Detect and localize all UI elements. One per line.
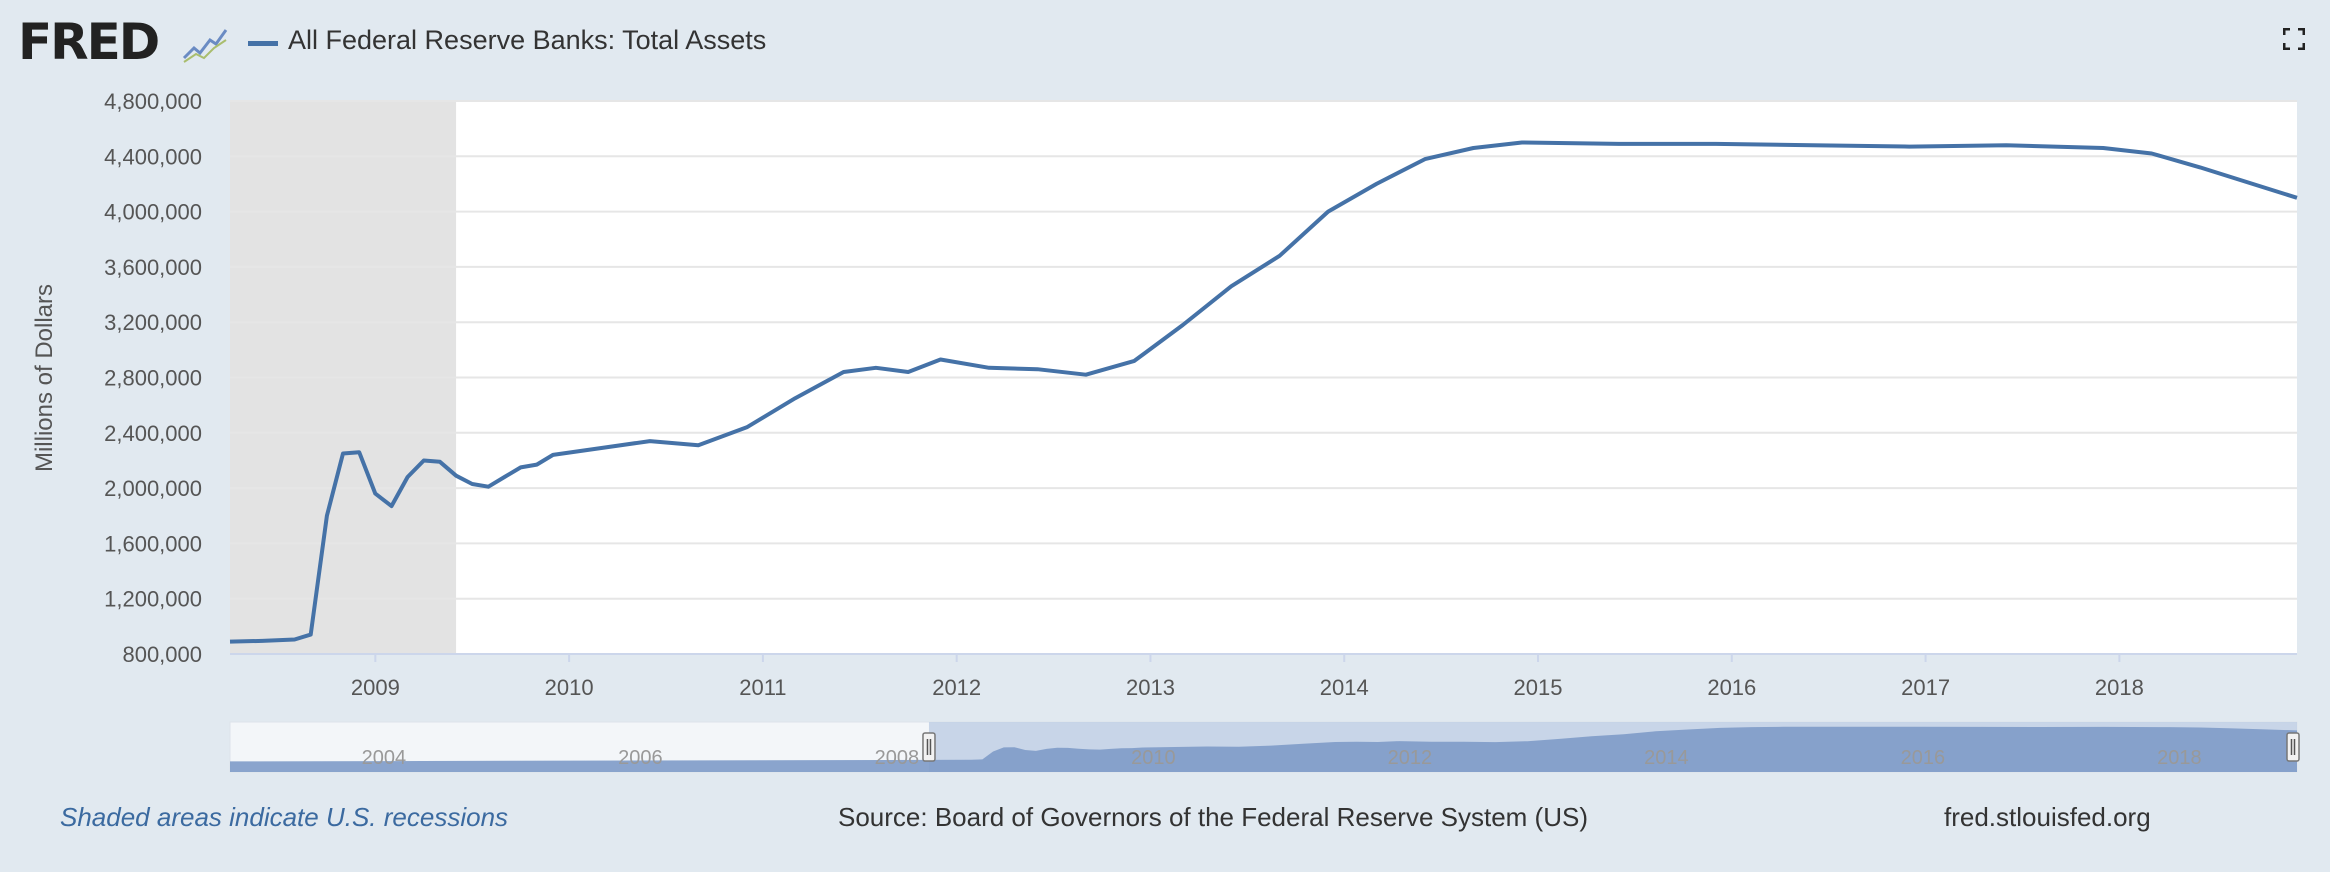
x-axis-tick-labels: 2009 2010 2011 2012 2013 2014 2015 2016 2017 2018	[351, 654, 2144, 700]
gridlines	[230, 100, 2297, 600]
recession-note[interactable]: Shaded areas indicate U.S. recessions	[60, 802, 509, 832]
navigator-tick-label: 2004	[362, 747, 407, 769]
navigator-tick-label: 2006	[618, 747, 663, 769]
legend-swatch	[248, 41, 278, 46]
source-text: Source: Board of Governors of the Federa…	[838, 802, 1588, 832]
x-tick-label: 2017	[1901, 675, 1950, 700]
trend-line-icon	[182, 24, 228, 64]
navigator-tick-label: 2012	[1388, 747, 1433, 769]
series-line	[229, 140, 2298, 644]
navigator-tick-label: 2010	[1131, 747, 1176, 769]
y-tick-label: 4,800,000	[104, 89, 202, 114]
y-axis-title: Millions of Dollars	[31, 284, 58, 472]
fred-logo[interactable]: FRED	[18, 13, 160, 71]
fred-url-link[interactable]: fred.stlouisfed.org	[1944, 802, 2151, 832]
legend-label: All Federal Reserve Banks: Total Assets	[288, 25, 767, 55]
x-tick-label: 2011	[739, 675, 786, 700]
navigator-tick-label: 2018	[2157, 747, 2202, 769]
navigator[interactable]: 2004 2006 2008 2010 2012 2014 2016 2018	[229, 721, 2300, 773]
x-tick-label: 2009	[351, 675, 400, 700]
y-tick-label: 3,200,000	[104, 310, 202, 335]
x-tick-label: 2010	[545, 675, 594, 700]
y-tick-label: 4,000,000	[104, 200, 202, 225]
x-tick-label: 2014	[1320, 675, 1369, 700]
navigator-tick-label: 2016	[1901, 747, 1946, 769]
x-tick-label: 2016	[1707, 675, 1756, 700]
y-tick-label: 3,600,000	[104, 255, 202, 280]
x-tick-label: 2013	[1126, 675, 1175, 700]
y-tick-label: 1,200,000	[104, 587, 202, 612]
y-tick-label: 4,400,000	[104, 144, 202, 169]
y-tick-label: 2,800,000	[104, 366, 202, 391]
y-tick-label: 2,000,000	[104, 476, 202, 501]
x-tick-label: 2012	[932, 675, 981, 700]
x-tick-label: 2018	[2095, 675, 2144, 700]
navigator-handle-left[interactable]	[922, 732, 936, 762]
navigator-series-area	[230, 726, 2297, 772]
navigator-tick-label: 2014	[1644, 747, 1689, 769]
y-tick-label: 1,600,000	[104, 531, 202, 556]
navigator-tick-label: 2008	[875, 747, 920, 769]
x-tick-label: 2015	[1514, 675, 1563, 700]
fullscreen-icon[interactable]	[2283, 28, 2305, 50]
line-chart: 800,000 1,200,000 1,600,000 2,000,000 2,400,…	[31, 89, 2300, 773]
navigator-handle-right[interactable]	[2286, 732, 2300, 762]
y-tick-label: 2,400,000	[104, 421, 202, 446]
y-axis-tick-labels: 800,000 1,200,000 1,600,000 2,000,000 2,400,…	[104, 89, 202, 667]
chart-header: FRED All Federal Reserve Banks: Total As…	[0, 0, 2330, 90]
y-tick-label: 800,000	[122, 642, 202, 667]
navigator-tick-labels: 2004 2006 2008 2010 2012 2014 2016 2018	[362, 747, 2202, 769]
